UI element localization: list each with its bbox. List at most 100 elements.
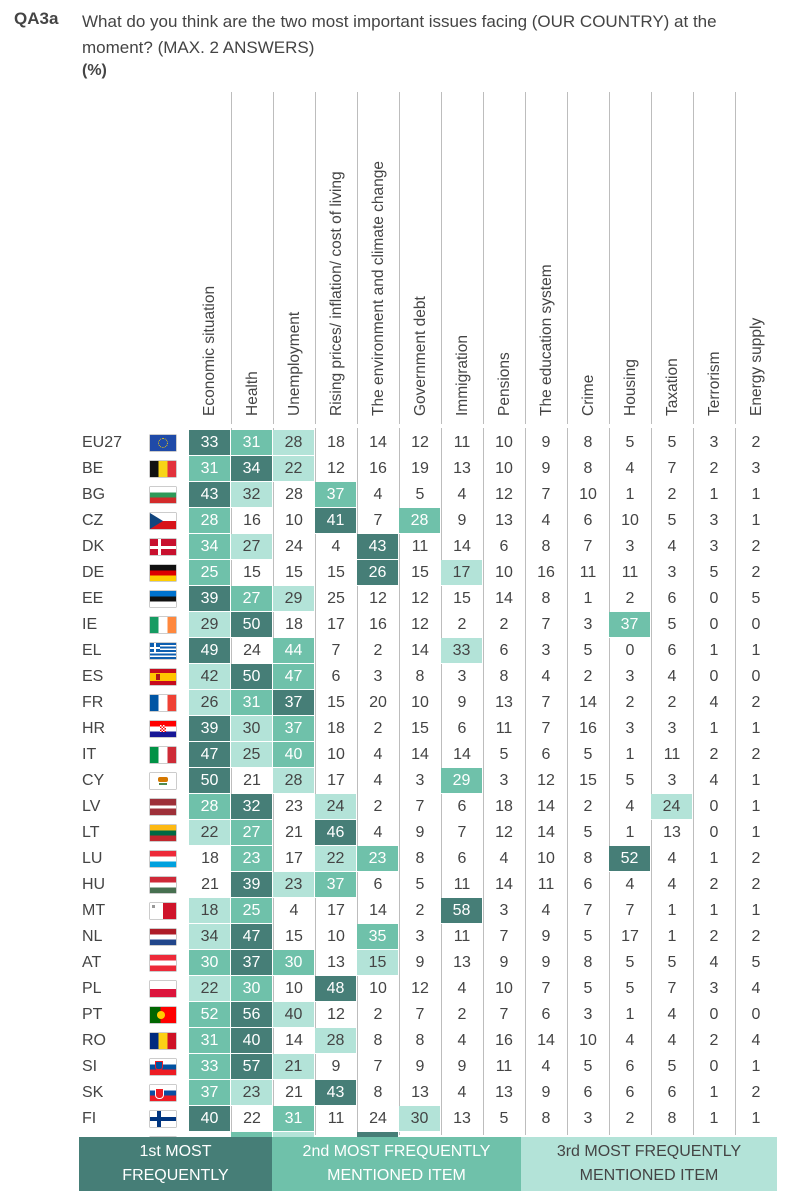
table-cell: 7 xyxy=(541,694,551,711)
table-cell: 9 xyxy=(415,824,425,841)
table-cell: 17 xyxy=(327,902,345,919)
table-cell: 11 xyxy=(453,434,471,451)
table-cell: 3 xyxy=(667,564,677,581)
table-cell: 6 xyxy=(457,798,467,815)
table-cell: 39 xyxy=(189,716,231,742)
table-cell: 5 xyxy=(499,1110,509,1127)
legend-line-2: MENTIONED ITEM xyxy=(327,1167,466,1184)
table-cell: 5 xyxy=(625,954,635,971)
row-label: HU xyxy=(82,876,106,893)
table-cell: 6 xyxy=(457,850,467,867)
column-header: The education system xyxy=(525,92,567,424)
table-cell: 27 xyxy=(231,534,273,560)
table-cell: 5 xyxy=(667,954,677,971)
table-cell: 48 xyxy=(315,976,357,1002)
row-label: EL xyxy=(82,642,102,659)
table-cell: 3 xyxy=(667,772,677,789)
table-cell: 2 xyxy=(751,538,761,555)
row-label: NL xyxy=(82,928,103,945)
table-cell: 3 xyxy=(499,902,509,919)
table-cell: 2 xyxy=(625,590,635,607)
table-cell: 14 xyxy=(369,902,387,919)
table-cell: 0 xyxy=(709,1058,719,1075)
table-cell: 37 xyxy=(315,872,357,898)
table-cell: 31 xyxy=(231,690,273,716)
slovenia-flag-icon xyxy=(150,1059,176,1075)
table-cell: 4 xyxy=(667,1006,677,1023)
table-cell: 24 xyxy=(315,794,357,820)
table-cell: 31 xyxy=(231,430,273,456)
question-id: QA3a xyxy=(14,9,59,28)
column-header-label: Immigration xyxy=(454,335,471,416)
table-cell: 2 xyxy=(709,460,719,477)
column-header-label: Government debt xyxy=(412,296,429,416)
table-cell: 2 xyxy=(667,694,677,711)
table-cell: 12 xyxy=(495,824,513,841)
table-cell: 27 xyxy=(231,820,273,846)
table-cell: 2 xyxy=(499,616,509,633)
table-cell: 4 xyxy=(541,512,551,529)
table-cell: 0 xyxy=(709,590,719,607)
table-cell: 3 xyxy=(709,538,719,555)
table-cell: 15 xyxy=(243,564,261,581)
table-cell: 1 xyxy=(751,642,761,659)
table-cell: 1 xyxy=(667,902,677,919)
table-cell: 2 xyxy=(751,876,761,893)
table-cell: 10 xyxy=(327,928,345,945)
table-cell: 49 xyxy=(189,638,231,664)
row-label: ES xyxy=(82,668,104,685)
table-cell: 23 xyxy=(231,846,273,872)
table-cell: 8 xyxy=(583,954,593,971)
table-cell: 29 xyxy=(273,586,315,612)
table-cell: 22 xyxy=(315,846,357,872)
portugal-flag-icon xyxy=(150,1007,176,1023)
column-header: Crime xyxy=(567,92,609,424)
table-cell: 5 xyxy=(499,746,509,763)
table-cell: 11 xyxy=(495,720,513,737)
column-header-label: Crime xyxy=(580,374,597,416)
table-cell: 4 xyxy=(499,850,509,867)
column-separator xyxy=(525,428,526,1135)
legend-line-1: 2nd MOST FREQUENTLY xyxy=(302,1143,491,1160)
table-cell: 14 xyxy=(453,538,471,555)
malta-flag-icon xyxy=(150,903,176,919)
table-cell: 4 xyxy=(667,668,677,685)
table-cell: 28 xyxy=(399,508,441,534)
table-cell: 24 xyxy=(243,642,261,659)
table-cell: 7 xyxy=(415,1006,425,1023)
table-cell: 4 xyxy=(457,486,467,503)
table-cell: 24 xyxy=(651,794,693,820)
table-cell: 40 xyxy=(189,1106,231,1132)
table-cell: 1 xyxy=(625,746,635,763)
table-cell: 10 xyxy=(411,694,429,711)
table-cell: 4 xyxy=(331,538,341,555)
table-cell: 2 xyxy=(373,1006,383,1023)
table-cell: 18 xyxy=(201,850,219,867)
table-cell: 4 xyxy=(373,824,383,841)
table-cell: 4 xyxy=(541,902,551,919)
table-cell: 29 xyxy=(441,768,483,794)
row-label: FR xyxy=(82,694,104,711)
table-cell: 1 xyxy=(625,486,635,503)
table-cell: 5 xyxy=(415,876,425,893)
estonia-flag-icon xyxy=(150,591,176,607)
table-cell: 8 xyxy=(415,668,425,685)
table-cell: 58 xyxy=(441,898,483,924)
table-cell: 6 xyxy=(541,746,551,763)
table-cell: 11 xyxy=(453,928,471,945)
table-cell: 2 xyxy=(625,694,635,711)
table-cell: 5 xyxy=(751,590,761,607)
table-cell: 16 xyxy=(369,460,387,477)
row-label: SK xyxy=(82,1084,104,1101)
table-cell: 16 xyxy=(243,512,261,529)
table-cell: 10 xyxy=(621,512,639,529)
table-cell: 12 xyxy=(411,434,429,451)
table-cell: 31 xyxy=(189,456,231,482)
germany-flag-icon xyxy=(150,565,176,581)
table-cell: 50 xyxy=(231,612,273,638)
table-cell: 9 xyxy=(415,954,425,971)
table-cell: 28 xyxy=(189,508,231,534)
table-cell: 5 xyxy=(667,434,677,451)
column-separator xyxy=(567,428,568,1135)
table-cell: 2 xyxy=(751,850,761,867)
